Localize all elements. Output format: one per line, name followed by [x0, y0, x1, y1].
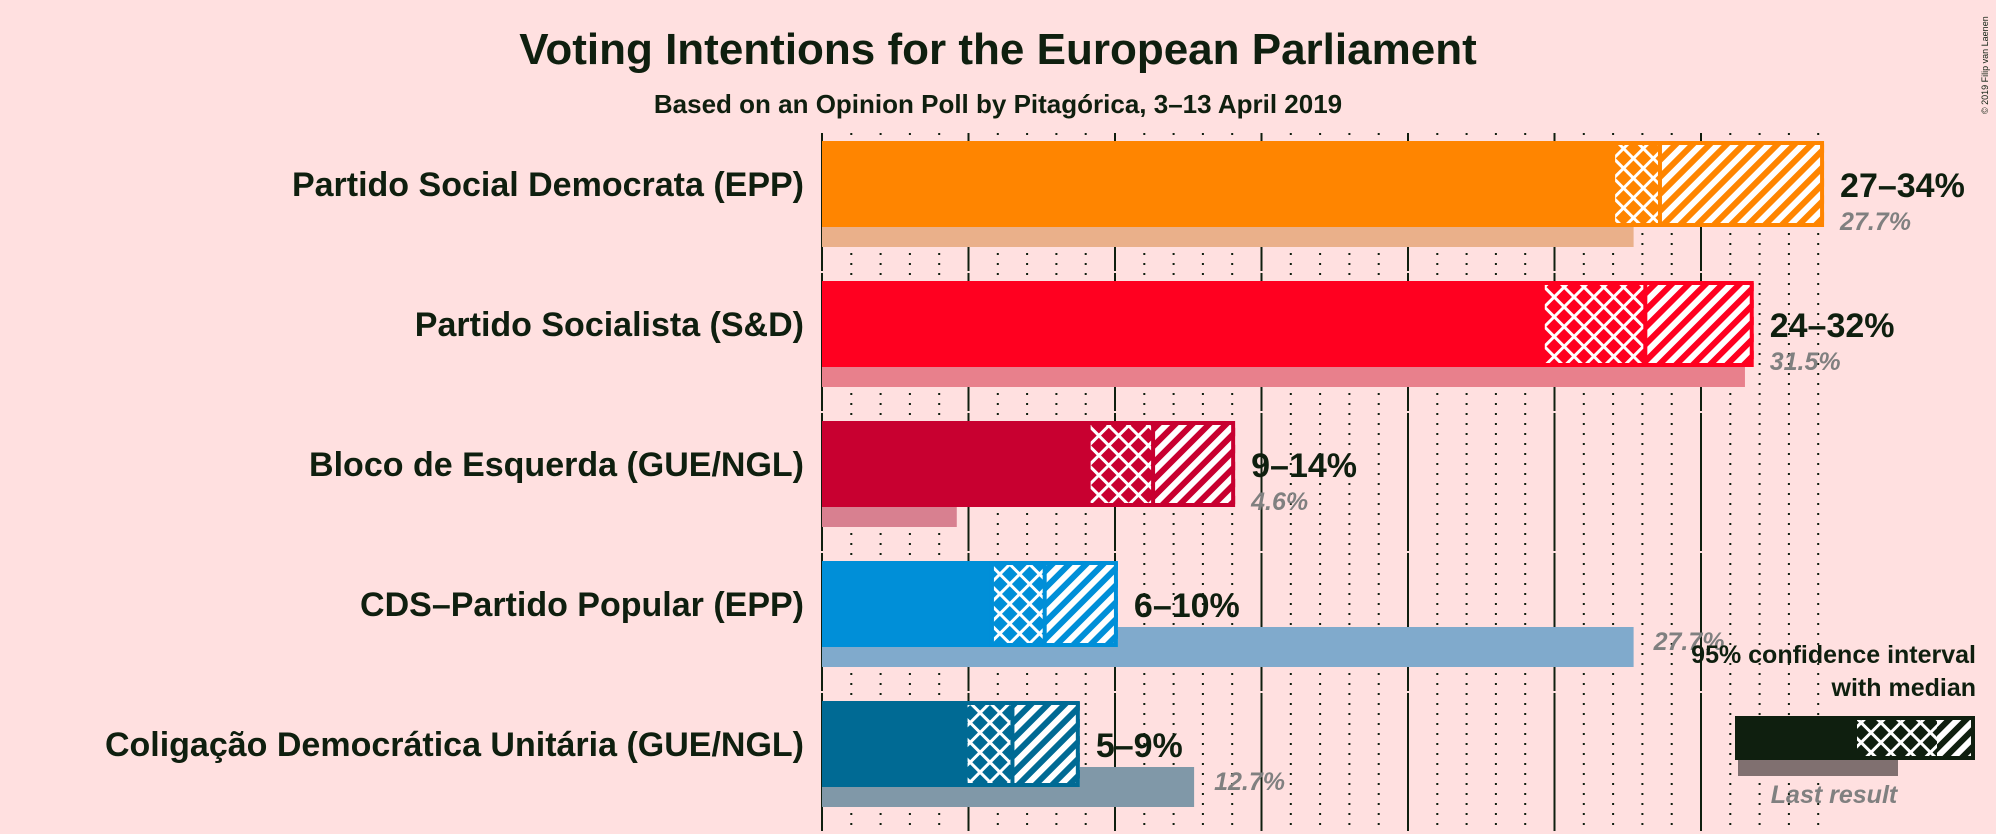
range-label: 9–14% — [1251, 447, 1357, 485]
chart-title: Voting Intentions for the European Parli… — [519, 25, 1477, 74]
party-row: Coligação Democrática Unitária (GUE/NGL)… — [105, 701, 1285, 807]
last-result-label: 31.5% — [1770, 348, 1841, 376]
ci-lower-bar — [1542, 281, 1646, 367]
legend-line2: with median — [1831, 674, 1976, 702]
party-row: Bloco de Esquerda (GUE/NGL) 9–14% 4.6% — [309, 421, 1357, 527]
legend-solid-bar — [1735, 716, 1855, 760]
party-label: Bloco de Esquerda (GUE/NGL) — [309, 446, 804, 484]
copyright-text: © 2019 Filip van Laenen — [1980, 16, 1990, 114]
ci-outline — [1086, 421, 1236, 507]
party-label: Coligação Democrática Unitária (GUE/NGL) — [105, 726, 804, 764]
last-result-label: 4.6% — [1250, 488, 1308, 516]
ci-lower-bar — [965, 701, 1013, 787]
ci-lower-bar — [991, 561, 1045, 647]
ci-solid-bar — [822, 701, 966, 787]
legend-cross-bar — [1855, 716, 1937, 760]
ci-solid-bar — [822, 421, 1089, 507]
legend-last-label: Last result — [1771, 781, 1899, 809]
ci-outline — [1611, 141, 1825, 227]
last-result-label: 12.7% — [1214, 768, 1285, 796]
legend: 95% confidence interval with median Last r… — [1691, 641, 1976, 809]
ci-upper-bar — [1153, 421, 1236, 507]
ci-lower-bar — [1613, 141, 1660, 227]
ci-upper-bar — [1044, 561, 1118, 647]
ci-outline — [989, 561, 1118, 647]
ci-outline — [963, 701, 1080, 787]
party-row: CDS–Partido Popular (EPP) 6–10% 27.7% — [360, 561, 1725, 667]
ci-upper-bar — [1645, 281, 1754, 367]
ci-solid-bar — [822, 281, 1543, 367]
ci-solid-bar — [822, 561, 992, 647]
party-row: Partido Social Democrata (EPP) 27–34% 27.7… — [292, 141, 1965, 247]
range-label: 5–9% — [1096, 727, 1183, 765]
range-label: 27–34% — [1840, 167, 1965, 205]
last-result-label: 27.7% — [1653, 628, 1725, 656]
ci-upper-bar — [1012, 701, 1080, 787]
ci-solid-bar — [822, 141, 1614, 227]
party-label: CDS–Partido Popular (EPP) — [360, 586, 804, 624]
party-label: Partido Social Democrata (EPP) — [292, 166, 804, 204]
ci-lower-bar — [1088, 421, 1154, 507]
chart-subtitle: Based on an Opinion Poll by Pitagórica, … — [654, 89, 1342, 119]
last-result-label: 27.7% — [1839, 208, 1911, 236]
range-label: 24–32% — [1770, 307, 1895, 345]
legend-outline — [1853, 716, 1975, 760]
party-label: Partido Socialista (S&D) — [415, 306, 804, 344]
ci-upper-bar — [1659, 141, 1825, 227]
legend-hatch-bar — [1937, 716, 1975, 760]
bars-group: Partido Social Democrata (EPP) 27–34% 27.7… — [105, 141, 1965, 807]
party-row: Partido Socialista (S&D) 24–32% 31.5% — [415, 281, 1895, 387]
legend-line1: 95% confidence interval — [1691, 641, 1976, 669]
range-label: 6–10% — [1134, 587, 1240, 625]
